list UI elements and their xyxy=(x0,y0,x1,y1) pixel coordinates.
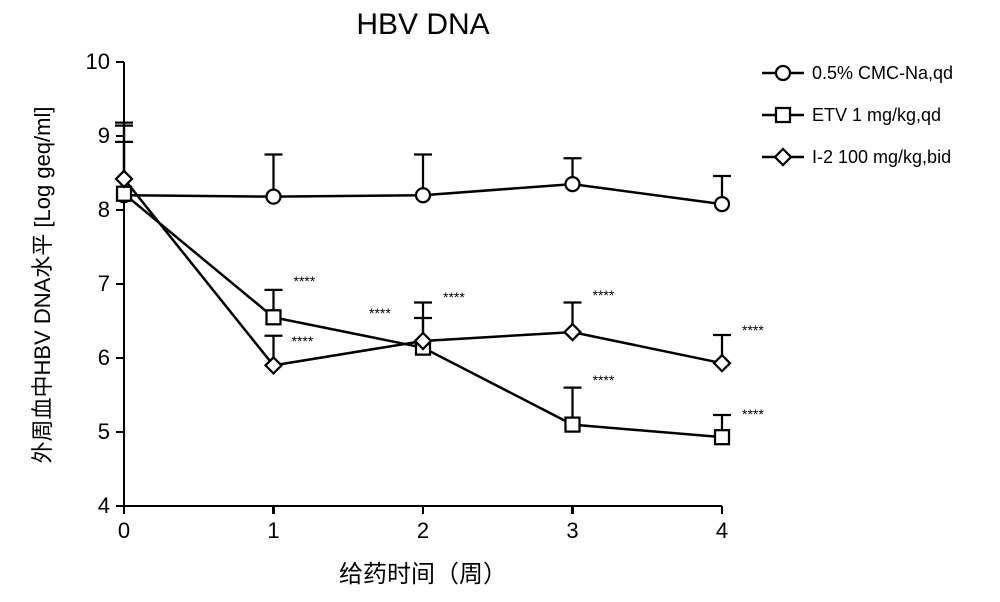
marker-cmc xyxy=(416,188,430,202)
significance-annotation: **** xyxy=(369,305,391,321)
legend-label: 0.5% CMC-Na,qd xyxy=(806,63,953,84)
significance-annotation: **** xyxy=(294,273,316,289)
significance-annotation: **** xyxy=(593,287,615,303)
significance-annotation: **** xyxy=(742,406,764,422)
marker-etv xyxy=(715,430,729,444)
marker-etv xyxy=(117,187,131,201)
legend-label: I-2 100 mg/kg,bid xyxy=(806,147,951,168)
legend-marker-icon xyxy=(760,63,806,83)
significance-annotation: **** xyxy=(443,289,465,305)
legend-item: 0.5% CMC-Na,qd xyxy=(760,52,953,94)
marker-etv xyxy=(267,310,281,324)
legend-marker-icon xyxy=(760,147,806,167)
legend: 0.5% CMC-Na,qd ETV 1 mg/kg,qd I-2 100 mg/k… xyxy=(760,52,953,178)
marker-cmc xyxy=(267,190,281,204)
marker-i2 xyxy=(714,355,730,371)
significance-annotation: **** xyxy=(593,372,615,388)
figure: HBV DNA4567891001234外周血中HBV DNA水平 [Log g… xyxy=(0,0,1000,602)
marker-i2 xyxy=(565,324,581,340)
significance-annotation: **** xyxy=(742,322,764,338)
legend-label: ETV 1 mg/kg,qd xyxy=(806,105,941,126)
legend-marker-icon xyxy=(760,105,806,125)
marker-etv xyxy=(566,418,580,432)
marker-cmc xyxy=(715,197,729,211)
significance-annotation: **** xyxy=(292,333,314,349)
marker-cmc xyxy=(566,177,580,191)
legend-item: I-2 100 mg/kg,bid xyxy=(760,136,953,178)
legend-item: ETV 1 mg/kg,qd xyxy=(760,94,953,136)
